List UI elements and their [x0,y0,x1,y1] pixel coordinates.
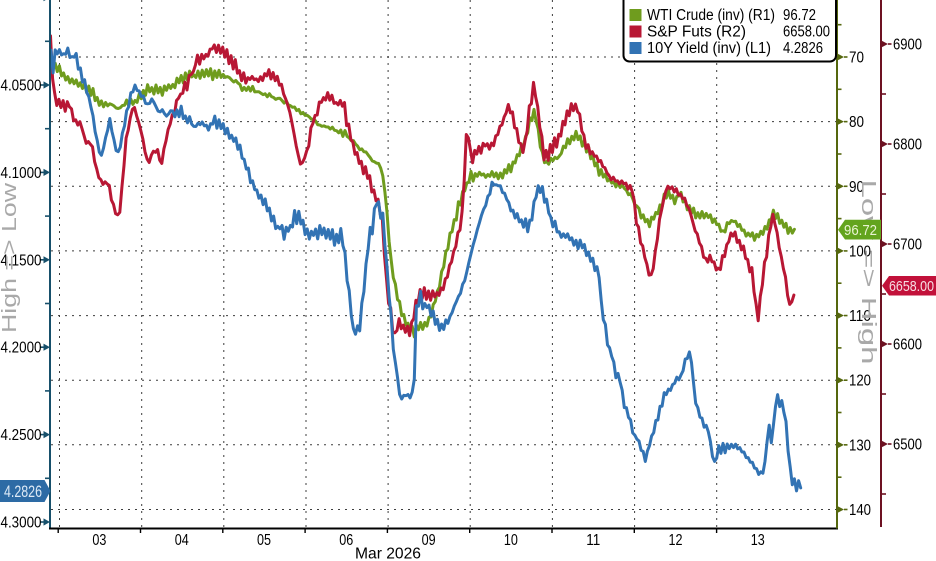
svg-text:96.72: 96.72 [783,7,816,24]
svg-text:04: 04 [175,532,189,549]
svg-text:05: 05 [257,532,271,549]
svg-text:6600: 6600 [893,337,922,354]
svg-text:10: 10 [504,532,518,549]
svg-text:4.2826: 4.2826 [4,482,42,501]
svg-text:100: 100 [849,243,871,260]
svg-text:13: 13 [751,532,765,549]
svg-text:96.72: 96.72 [844,222,877,239]
svg-text:6500: 6500 [893,437,922,454]
svg-text:4.0500: 4.0500 [1,78,42,95]
svg-text:6658.00: 6658.00 [783,24,830,41]
svg-text:S&P Futs (R2): S&P Futs (R2) [647,24,746,41]
svg-text:Low => High: Low => High [857,180,879,365]
svg-text:10Y Yield (inv) (L1): 10Y Yield (inv) (L1) [647,40,771,57]
svg-text:120: 120 [849,373,871,390]
svg-text:12: 12 [669,532,683,549]
svg-text:11: 11 [586,532,600,549]
svg-text:03: 03 [92,532,106,549]
svg-text:130: 130 [849,437,871,454]
svg-text:09: 09 [422,532,436,549]
svg-text:Mar 2026: Mar 2026 [355,546,421,561]
svg-text:140: 140 [849,502,871,519]
svg-text:4.3000: 4.3000 [1,515,42,532]
svg-text:70: 70 [849,50,864,67]
svg-text:4.1000: 4.1000 [1,165,42,182]
svg-text:High => Low: High => Low [0,182,21,333]
svg-text:4.2500: 4.2500 [1,427,42,444]
svg-text:6900: 6900 [893,37,922,54]
svg-text:80: 80 [849,114,864,131]
svg-text:6700: 6700 [893,237,922,254]
svg-text:90: 90 [849,179,864,196]
svg-text:4.2826: 4.2826 [783,40,823,57]
svg-text:4.2000: 4.2000 [1,340,42,357]
svg-text:6800: 6800 [893,137,922,154]
svg-text:06: 06 [339,532,353,549]
svg-text:4.1500: 4.1500 [1,252,42,269]
svg-text:6658.00: 6658.00 [889,278,934,295]
svg-text:110: 110 [849,308,871,325]
svg-text:WTI Crude (inv) (R1): WTI Crude (inv) (R1) [647,7,775,24]
